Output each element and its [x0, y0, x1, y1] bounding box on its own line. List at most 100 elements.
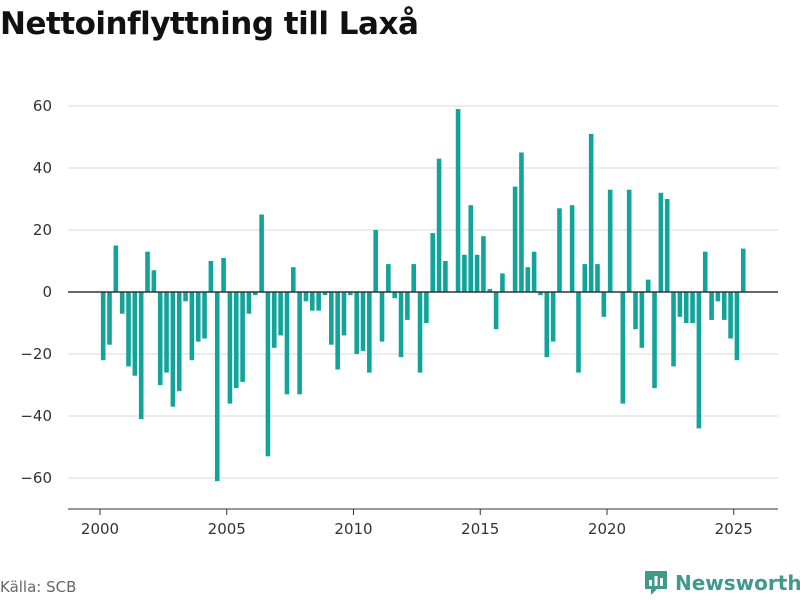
bar — [170, 292, 176, 407]
bar — [544, 292, 550, 358]
bar — [652, 292, 657, 389]
bar — [100, 292, 106, 361]
chart-title: Nettoinflyttning till Laxå — [0, 6, 419, 42]
bar — [550, 292, 556, 342]
bars — [100, 109, 746, 482]
bar — [145, 251, 150, 292]
bar — [132, 292, 138, 376]
bar — [341, 292, 347, 336]
bar — [360, 292, 366, 351]
y-axis-ticks: −60 −40 −20 0 20 40 60 — [20, 97, 52, 487]
y-tick-label: 40 — [33, 159, 52, 177]
y-tick-label: 0 — [42, 283, 52, 301]
bar — [430, 233, 436, 292]
bar — [113, 245, 119, 292]
bar — [297, 292, 302, 395]
bar — [557, 208, 562, 292]
bar — [252, 292, 258, 296]
bar — [639, 292, 645, 348]
bar — [379, 292, 385, 342]
bar — [303, 292, 309, 302]
y-tick-label: −20 — [20, 345, 52, 363]
bar — [715, 292, 721, 302]
bar — [709, 292, 714, 320]
bar — [265, 292, 271, 457]
bar — [405, 292, 410, 320]
bar — [683, 292, 689, 323]
bar — [176, 292, 182, 392]
brand-name: Newsworthy — [675, 571, 800, 595]
bar — [335, 292, 340, 370]
bar — [424, 292, 429, 323]
bar — [392, 292, 397, 299]
bar — [354, 292, 359, 354]
bar — [740, 248, 746, 292]
bar — [474, 254, 480, 292]
bar — [702, 251, 708, 292]
bar — [157, 292, 163, 385]
bar — [443, 261, 448, 292]
bar — [278, 292, 283, 336]
bar — [721, 292, 727, 320]
newsworthy-logo-icon — [645, 571, 667, 595]
bar — [671, 292, 676, 367]
bar — [367, 292, 372, 373]
bar — [240, 292, 245, 382]
bar — [607, 189, 613, 292]
x-tick-label: 2005 — [208, 520, 246, 538]
bar — [531, 251, 537, 292]
bar — [126, 292, 131, 367]
bar — [696, 292, 702, 429]
bar — [119, 292, 125, 314]
bar — [595, 264, 600, 292]
bar — [259, 214, 264, 292]
bar — [626, 189, 632, 292]
bar — [538, 292, 543, 296]
bar — [455, 109, 461, 292]
bar — [246, 292, 252, 314]
bar — [221, 257, 226, 292]
x-tick-label: 2000 — [81, 520, 119, 538]
x-tick-label: 2025 — [715, 520, 753, 538]
bar — [316, 292, 321, 311]
bar — [195, 292, 201, 342]
bar — [373, 230, 378, 292]
bar — [690, 292, 695, 323]
bar — [436, 158, 442, 292]
bar — [519, 152, 524, 292]
bar — [728, 292, 733, 339]
bar — [348, 292, 353, 296]
source-note: Källa: SCB — [0, 578, 77, 596]
bar — [462, 254, 467, 292]
bar — [493, 292, 499, 330]
x-tick-label: 2020 — [588, 520, 626, 538]
brand-logo: Newsworthy — [643, 569, 800, 597]
bar — [417, 292, 423, 373]
bar — [487, 288, 493, 292]
bar — [151, 270, 157, 292]
bar — [310, 292, 315, 311]
gridlines — [68, 105, 778, 479]
bar — [645, 279, 651, 292]
bar — [208, 261, 214, 292]
bar — [468, 205, 474, 292]
x-tick-label: 2015 — [461, 520, 499, 538]
x-tick-label: 2010 — [334, 520, 372, 538]
bar — [322, 292, 328, 296]
bar — [500, 273, 505, 292]
bar — [588, 133, 594, 292]
bar — [664, 199, 670, 292]
bar — [227, 292, 233, 404]
bar — [658, 192, 664, 292]
bar — [677, 292, 683, 317]
bar — [411, 264, 417, 292]
bar — [202, 292, 207, 339]
bar — [569, 205, 575, 292]
y-tick-label: 20 — [33, 221, 52, 239]
y-tick-label: 60 — [33, 97, 52, 115]
bar — [183, 292, 188, 302]
bar — [525, 267, 531, 292]
bar — [290, 267, 296, 292]
bar — [398, 292, 404, 358]
